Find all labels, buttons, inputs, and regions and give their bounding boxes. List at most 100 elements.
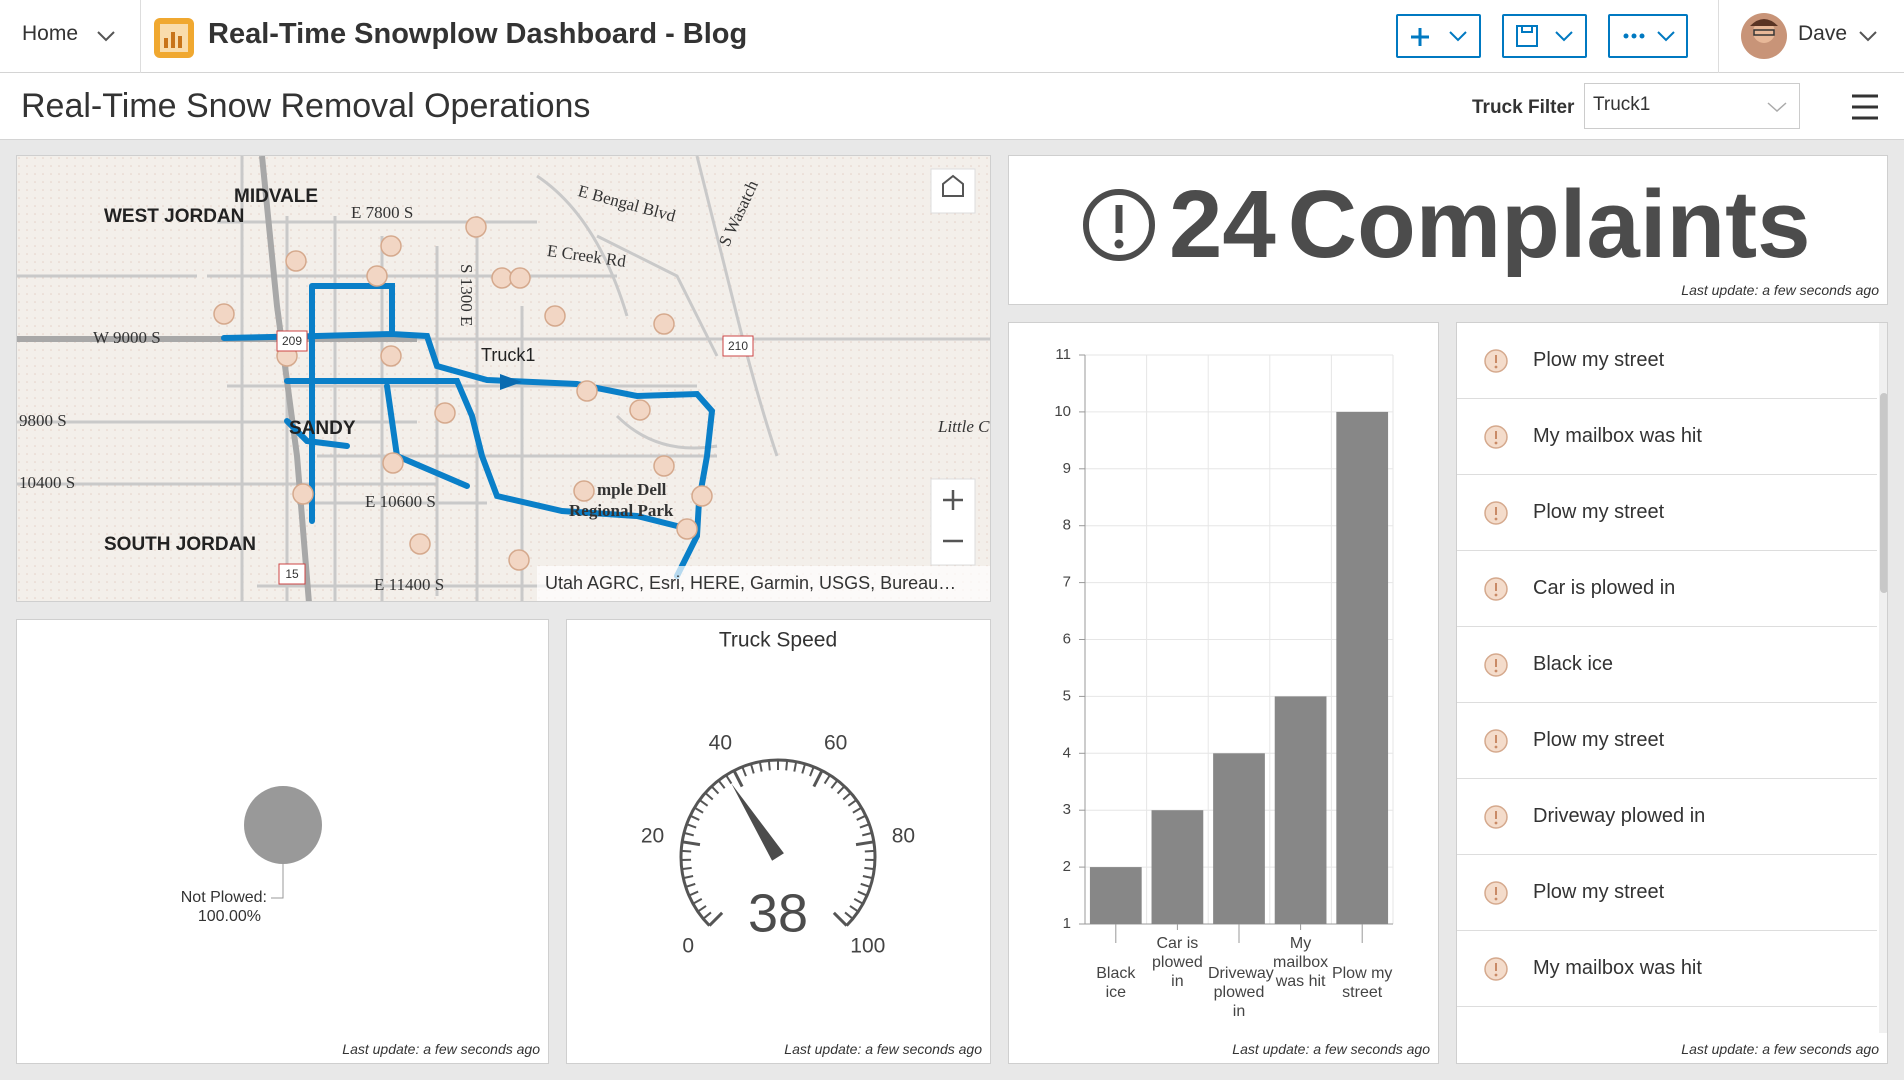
menu-icon[interactable] bbox=[1850, 93, 1880, 121]
truck-filter[interactable]: Truck1 bbox=[1584, 83, 1800, 129]
map[interactable]: WEST JORDAN MIDVALE SANDY SOUTH JORDAN W… bbox=[17, 156, 991, 602]
gauge-tick bbox=[832, 911, 848, 927]
gauge-tick-label: 100 bbox=[850, 934, 885, 957]
alert-icon bbox=[1484, 425, 1508, 449]
list-item[interactable]: Driveway plowed in bbox=[1457, 1007, 1877, 1033]
bar-panel: 1 2 3 4 5 6 7 8 9 10 11 Black ice Car is plowed in D… bbox=[1008, 322, 1439, 1064]
home-menu[interactable]: Home bbox=[22, 22, 79, 45]
gauge-title: Truck Speed bbox=[719, 629, 837, 652]
gauge-minor-tick bbox=[689, 814, 700, 821]
gauge-minor-tick bbox=[704, 792, 714, 801]
gauge-minor-tick bbox=[864, 849, 875, 853]
route-shield: 210 bbox=[728, 339, 748, 353]
add-button[interactable] bbox=[1396, 14, 1481, 58]
y-tick-label: 11 bbox=[1055, 346, 1071, 363]
y-tick-label: 8 bbox=[1063, 517, 1071, 534]
gauge-minor-tick bbox=[693, 806, 704, 814]
gauge-minor-tick bbox=[793, 761, 798, 772]
gauge-minor-tick bbox=[809, 766, 815, 777]
gauge-minor-tick bbox=[683, 875, 694, 880]
gauge-minor-tick bbox=[685, 882, 696, 888]
gauge-minor-tick bbox=[686, 823, 697, 829]
list-item[interactable]: Driveway plowed in bbox=[1457, 779, 1877, 855]
y-tick-label: 7 bbox=[1063, 574, 1071, 591]
alert-icon bbox=[1484, 577, 1508, 601]
gauge-minor-tick bbox=[823, 774, 831, 785]
list-item[interactable]: Plow my street bbox=[1457, 475, 1877, 551]
list-item-text: Plow my street bbox=[1533, 881, 1665, 903]
gauge-minor-tick bbox=[681, 849, 692, 853]
gauge-minor-tick bbox=[683, 831, 694, 837]
gauge-minor-tick bbox=[862, 831, 873, 837]
indicator: 24 Complaints bbox=[1081, 170, 1810, 280]
gauge-tick-label: 20 bbox=[641, 825, 664, 848]
slice-label: Not Plowed: bbox=[181, 889, 267, 906]
map-label: E 10600 S bbox=[365, 492, 436, 511]
list-item[interactable]: My mailbox was hit bbox=[1457, 399, 1877, 475]
gauge-minor-tick bbox=[849, 905, 859, 913]
more-button[interactable] bbox=[1608, 14, 1688, 58]
y-tick-label: 3 bbox=[1063, 801, 1071, 818]
map-label: MIDVALE bbox=[234, 186, 318, 207]
alert-icon bbox=[1484, 805, 1508, 829]
list-item[interactable]: My mailbox was hit bbox=[1457, 931, 1877, 1007]
scrollbar[interactable] bbox=[1879, 323, 1887, 1033]
map-label: SANDY bbox=[289, 418, 356, 439]
bar bbox=[1213, 753, 1265, 924]
gauge-minor-tick bbox=[741, 766, 747, 777]
map-panel[interactable]: WEST JORDAN MIDVALE SANDY SOUTH JORDAN W… bbox=[16, 155, 991, 602]
gauge-minor-tick bbox=[856, 814, 867, 821]
map-label: Little C bbox=[937, 417, 990, 436]
gauge-minor-tick bbox=[842, 792, 852, 801]
last-update: Last update: a few seconds ago bbox=[784, 1041, 982, 1057]
app-icon bbox=[154, 18, 194, 58]
complaint-list: Plow my street My mailbox was hit Plow my … bbox=[1457, 323, 1887, 1033]
app-title: Real-Time Snowplow Dashboard - Blog bbox=[208, 18, 748, 50]
gauge-needle bbox=[731, 783, 784, 861]
list-item[interactable]: Black ice bbox=[1457, 627, 1877, 703]
gauge-tick-label: 40 bbox=[709, 731, 732, 754]
list-item[interactable]: Plow my street bbox=[1457, 703, 1877, 779]
gauge-minor-tick bbox=[857, 890, 868, 897]
list-item-text: My mailbox was hit bbox=[1533, 425, 1702, 447]
last-update: Last update: a few seconds ago bbox=[1232, 1041, 1430, 1057]
gauge-minor-tick bbox=[767, 760, 771, 771]
bar bbox=[1151, 810, 1204, 924]
map-label: E 7800 S bbox=[351, 203, 413, 222]
gauge-minor-tick bbox=[852, 806, 863, 814]
pie-panel: Not Plowed: 100.00% Last update: a few se… bbox=[16, 619, 549, 1064]
gauge-tick bbox=[855, 840, 875, 847]
list-item[interactable]: Plow my street bbox=[1457, 855, 1877, 931]
divider bbox=[1718, 0, 1719, 73]
map-label: SOUTH JORDAN bbox=[104, 534, 256, 555]
alert-icon bbox=[1483, 1032, 1509, 1033]
alert-icon bbox=[1484, 957, 1508, 981]
map-label: Regional Park bbox=[569, 501, 674, 520]
list-item[interactable]: Car is plowed in bbox=[1457, 551, 1877, 627]
list-item-text: Plow my street bbox=[1533, 349, 1665, 371]
map-label: mple Dell bbox=[597, 480, 667, 499]
gauge-tick bbox=[681, 840, 701, 847]
map-attribution: Utah AGRC, Esri, HERE, Garmin, USGS, Bur… bbox=[545, 573, 956, 593]
bar bbox=[1336, 411, 1389, 924]
avatar[interactable] bbox=[1740, 12, 1788, 60]
pie-chart: Not Plowed: 100.00% bbox=[181, 786, 322, 925]
gauge-minor-tick bbox=[749, 763, 755, 774]
gauge-minor-tick bbox=[681, 866, 692, 871]
route-shield: 209 bbox=[282, 334, 302, 348]
list-item[interactable]: Plow my street bbox=[1457, 323, 1877, 399]
gauge-minor-tick bbox=[702, 911, 712, 920]
gauge-minor-tick bbox=[859, 823, 870, 829]
filter-value: Truck1 bbox=[1593, 94, 1651, 115]
gauge-value: 38 bbox=[748, 883, 808, 943]
gauge-tick bbox=[708, 911, 724, 927]
indicator-panel: 24 Complaints Last update: a few seconds … bbox=[1008, 155, 1888, 305]
slice-value: 100.00% bbox=[198, 908, 261, 925]
map-controls[interactable] bbox=[930, 168, 976, 566]
save-button[interactable] bbox=[1502, 14, 1587, 58]
alert-icon bbox=[1484, 729, 1508, 753]
list-item-text: My mailbox was hit bbox=[1533, 957, 1702, 979]
gauge-tick-label: 80 bbox=[892, 825, 915, 848]
gauge-minor-tick bbox=[801, 763, 807, 774]
